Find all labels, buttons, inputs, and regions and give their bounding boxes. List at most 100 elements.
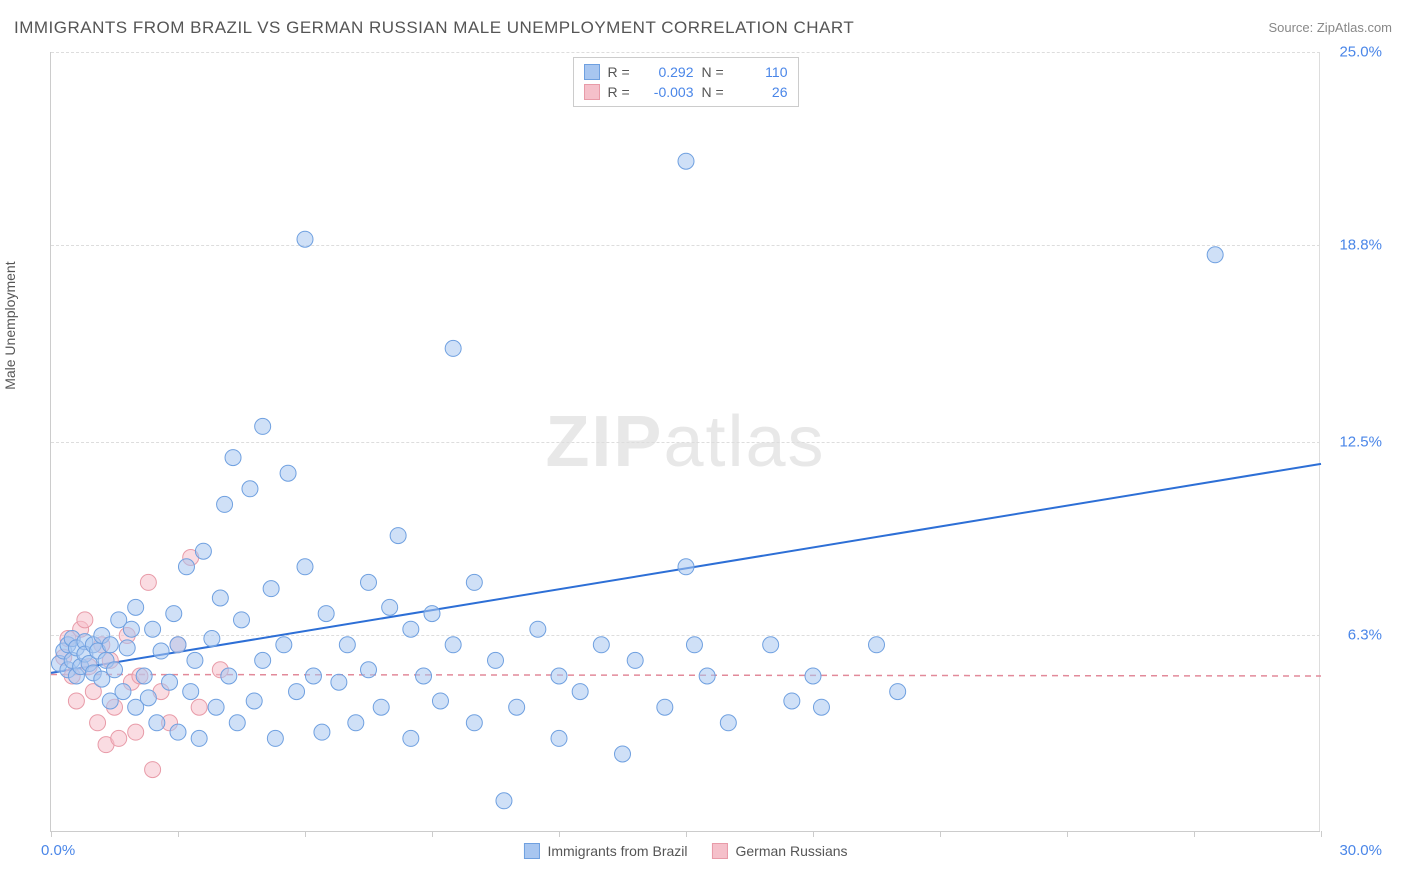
data-point — [162, 674, 178, 690]
data-point — [373, 699, 389, 715]
data-point — [1207, 247, 1223, 263]
data-point — [145, 621, 161, 637]
data-point — [678, 153, 694, 169]
data-point — [496, 793, 512, 809]
n-value-1: 110 — [738, 64, 788, 80]
data-point — [445, 340, 461, 356]
data-point — [153, 643, 169, 659]
source-attribution: Source: ZipAtlas.com — [1268, 20, 1392, 35]
x-tick-mark — [432, 831, 433, 837]
data-point — [276, 637, 292, 653]
data-point — [813, 699, 829, 715]
data-point — [289, 684, 305, 700]
legend-row-series1: R = 0.292 N = 110 — [584, 62, 788, 82]
x-tick-mark — [940, 831, 941, 837]
data-point — [107, 662, 123, 678]
data-point — [77, 612, 93, 628]
data-point — [242, 481, 258, 497]
data-point — [678, 559, 694, 575]
legend-row-series2: R = -0.003 N = 26 — [584, 82, 788, 102]
x-tick-min: 0.0% — [41, 842, 75, 859]
data-point — [195, 543, 211, 559]
x-tick-max: 30.0% — [1339, 842, 1382, 859]
data-point — [432, 693, 448, 709]
data-point — [403, 730, 419, 746]
swatch-series1-icon — [584, 64, 600, 80]
data-point — [382, 599, 398, 615]
x-tick-mark — [813, 831, 814, 837]
data-point — [187, 652, 203, 668]
data-point — [170, 637, 186, 653]
legend-item-series1: Immigrants from Brazil — [523, 843, 687, 859]
data-point — [183, 684, 199, 700]
data-point — [805, 668, 821, 684]
data-point — [361, 662, 377, 678]
y-tick-label: 6.3% — [1348, 627, 1382, 644]
data-point — [348, 715, 364, 731]
data-point — [466, 715, 482, 731]
data-point — [212, 590, 228, 606]
data-point — [403, 621, 419, 637]
data-point — [331, 674, 347, 690]
data-point — [255, 652, 271, 668]
data-point — [191, 699, 207, 715]
data-point — [445, 637, 461, 653]
y-tick-label: 18.8% — [1339, 237, 1382, 254]
data-point — [297, 231, 313, 247]
data-point — [140, 574, 156, 590]
data-point — [627, 652, 643, 668]
data-point — [204, 631, 220, 647]
data-point — [551, 668, 567, 684]
series1-name: Immigrants from Brazil — [547, 843, 687, 859]
data-point — [305, 668, 321, 684]
data-point — [128, 599, 144, 615]
data-point — [140, 690, 156, 706]
data-point — [466, 574, 482, 590]
data-point — [90, 715, 106, 731]
data-point — [68, 693, 84, 709]
data-point — [145, 762, 161, 778]
y-tick-label: 25.0% — [1339, 44, 1382, 61]
swatch-series2-icon — [711, 843, 727, 859]
data-point — [102, 637, 118, 653]
data-point — [318, 606, 334, 622]
x-tick-mark — [559, 831, 560, 837]
data-point — [551, 730, 567, 746]
data-point — [119, 640, 135, 656]
data-point — [593, 637, 609, 653]
x-tick-mark — [1194, 831, 1195, 837]
y-tick-label: 12.5% — [1339, 434, 1382, 451]
n-label: N = — [702, 84, 730, 100]
data-point — [720, 715, 736, 731]
data-point — [488, 652, 504, 668]
correlation-legend: R = 0.292 N = 110 R = -0.003 N = 26 — [573, 57, 799, 107]
data-point — [280, 465, 296, 481]
data-point — [166, 606, 182, 622]
x-tick-mark — [51, 831, 52, 837]
r-value-1: 0.292 — [644, 64, 694, 80]
series2-name: German Russians — [735, 843, 847, 859]
data-point — [869, 637, 885, 653]
scatter-svg — [51, 52, 1320, 831]
swatch-series1-icon — [523, 843, 539, 859]
swatch-series2-icon — [584, 84, 600, 100]
plot-area: ZIPatlas 6.3%12.5%18.8%25.0% R = 0.292 N… — [50, 52, 1320, 832]
x-tick-mark — [178, 831, 179, 837]
data-point — [890, 684, 906, 700]
data-point — [267, 730, 283, 746]
data-point — [191, 730, 207, 746]
data-point — [686, 637, 702, 653]
x-tick-mark — [1321, 831, 1322, 837]
y-axis-label: Male Unemployment — [2, 261, 18, 389]
data-point — [225, 450, 241, 466]
data-point — [255, 418, 271, 434]
x-tick-mark — [686, 831, 687, 837]
data-point — [149, 715, 165, 731]
data-point — [208, 699, 224, 715]
data-point — [416, 668, 432, 684]
data-point — [217, 496, 233, 512]
data-point — [221, 668, 237, 684]
n-value-2: 26 — [738, 84, 788, 100]
r-label: R = — [608, 64, 636, 80]
data-point — [424, 606, 440, 622]
